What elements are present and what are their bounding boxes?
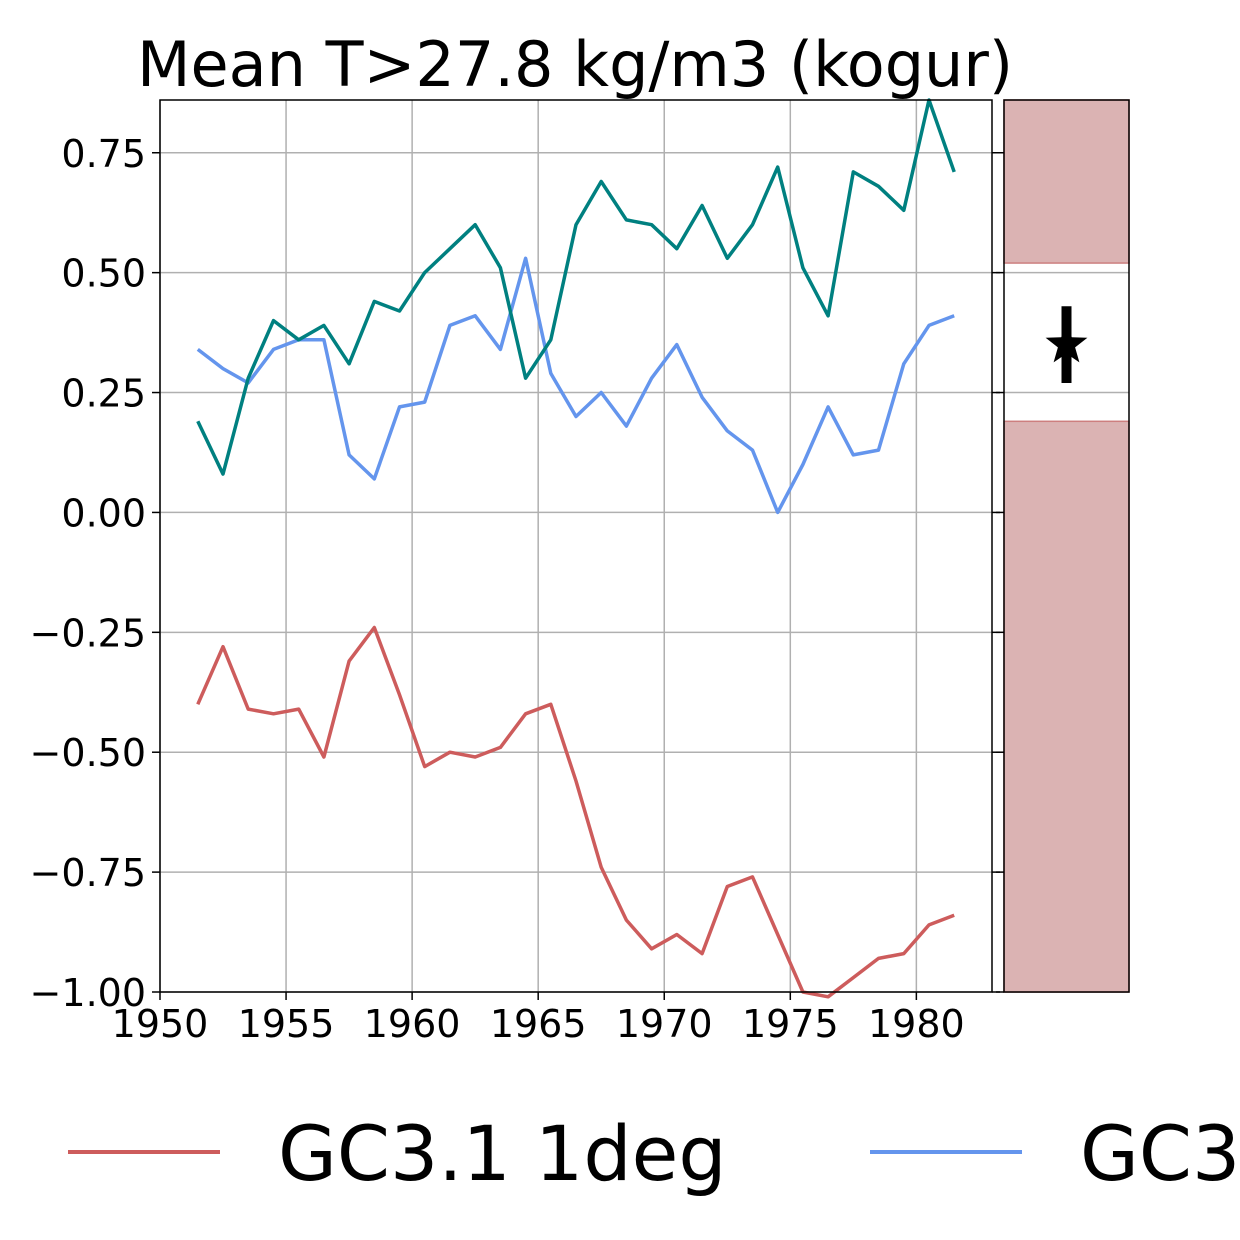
y-tick-label: 0.00 — [61, 491, 146, 535]
x-axis: 1950 1955 1960 1965 1970 1975 1980 — [112, 992, 965, 1046]
y-tick-label: −1.00 — [30, 971, 146, 1015]
star-marker — [1045, 322, 1088, 363]
plot-frame — [159, 99, 993, 993]
chart-title: Mean T>27.8 kg/m3 (kogur) — [137, 28, 1013, 101]
x-tick-label: 1970 — [616, 1002, 713, 1046]
y-tick-label: −0.50 — [30, 731, 146, 775]
legend-label-gc3: GC3 — [1080, 1109, 1240, 1198]
shaded-band-lower — [1003, 420, 1130, 993]
series-line-3 — [196, 98, 956, 476]
y-tick-label: 0.50 — [61, 252, 146, 296]
legend-label-gc31-1deg: GC3.1 1deg — [278, 1109, 727, 1198]
y-tick-label: −0.25 — [30, 611, 146, 655]
x-tick-label: 1980 — [868, 1002, 965, 1046]
series-line-1 — [196, 625, 955, 999]
shaded-band-upper — [1003, 99, 1130, 264]
side-panel-ticks — [996, 152, 1004, 993]
y-tick-label: 0.25 — [61, 372, 146, 416]
grid-lines — [159, 100, 992, 993]
y-tick-label: 0.75 — [61, 132, 146, 176]
side-panel-frame — [1003, 99, 1130, 993]
x-tick-label: 1950 — [112, 1002, 209, 1046]
x-tick-label: 1955 — [238, 1002, 335, 1046]
legend: GC3.1 1deg GC3 — [68, 1109, 1240, 1198]
y-axis: −1.00 −0.75 −0.50 −0.25 0.00 0.25 0.50 0.75 — [30, 132, 1000, 1015]
x-tick-label: 1960 — [364, 1002, 461, 1046]
plot-area: −1.00 −0.75 −0.50 −0.25 0.00 0.25 0.50 0.75 195… — [30, 98, 1000, 1046]
series-line-2 — [196, 256, 955, 515]
y-tick-label: −0.75 — [30, 851, 146, 895]
plot-background — [160, 100, 992, 992]
x-tick-label: 1965 — [490, 1002, 587, 1046]
series-lines — [196, 98, 956, 999]
x-tick-label: 1975 — [742, 1002, 839, 1046]
side-panel — [996, 99, 1130, 993]
